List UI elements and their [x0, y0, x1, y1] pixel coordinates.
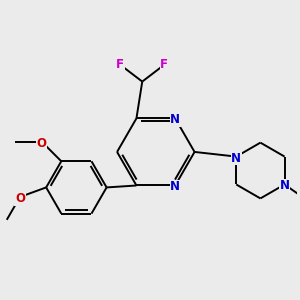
Text: N: N — [231, 152, 241, 165]
Text: N: N — [170, 181, 180, 194]
Text: N: N — [280, 179, 290, 193]
Text: F: F — [116, 58, 124, 71]
Text: F: F — [160, 58, 168, 71]
Text: O: O — [15, 192, 25, 205]
Text: N: N — [170, 113, 180, 126]
Text: O: O — [37, 136, 46, 149]
